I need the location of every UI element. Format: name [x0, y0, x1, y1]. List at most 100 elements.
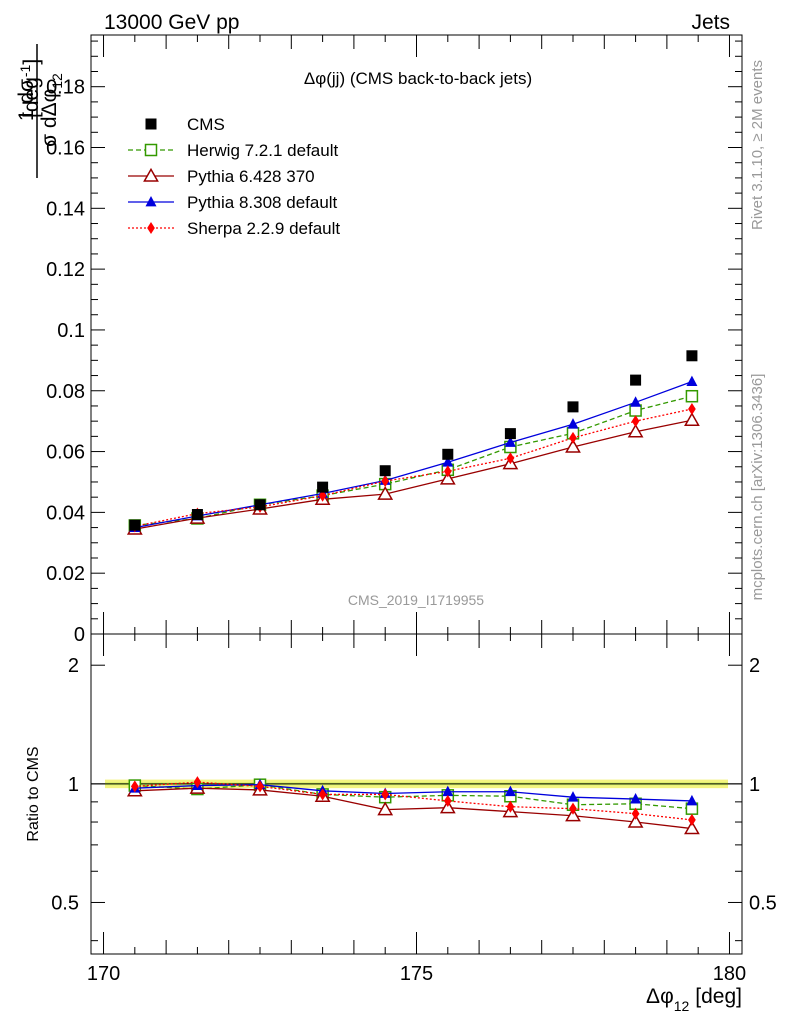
- main-series-pythia-6-428-370: [126, 412, 700, 535]
- main-line: [134, 395, 693, 527]
- ratio-point: [688, 813, 696, 826]
- svg-text:[deg-1]: [deg-1]: [17, 59, 43, 118]
- x-axis-label: Δφ12 [deg]: [646, 985, 742, 1014]
- ratio-point: [318, 788, 327, 801]
- legend-label: Pythia 8.308 default: [187, 193, 338, 212]
- main-point: [627, 423, 644, 438]
- main-line: [134, 408, 693, 527]
- main-point: [569, 431, 577, 444]
- y-tick-label-main: 0.06: [46, 442, 85, 464]
- y-tick-label-main: 0.08: [46, 381, 85, 403]
- ratio-series-sherpa-2-2-9-default: [130, 776, 696, 826]
- svg-text:1 dσ: 1 dσ: [15, 79, 38, 121]
- legend-marker: [145, 118, 157, 130]
- y-axis-label-main: 1 dσ σ dΔφ12 [deg-1]: [15, 44, 65, 178]
- main-point: [506, 452, 515, 465]
- y-label-sub: 12: [49, 73, 65, 89]
- ratio-point: [377, 801, 394, 816]
- ratio-point: [193, 776, 202, 789]
- y-tick-label-main: 0: [74, 624, 85, 646]
- legend-marker: [145, 195, 157, 207]
- ratio-point: [565, 807, 581, 822]
- legend-label: Herwig 7.2.1 default: [187, 141, 338, 160]
- y-label-fraction-num: 1 dσ: [15, 79, 38, 121]
- ratio-point: [684, 820, 700, 835]
- ratio-line: [134, 784, 692, 802]
- ratio-point: [504, 785, 516, 797]
- x-tick-label: 180: [713, 963, 746, 985]
- legend-label: CMS: [187, 115, 225, 134]
- legend-marker: [147, 221, 155, 235]
- legend-entry: Pythia 6.428 370: [128, 167, 315, 186]
- ratio-point: [627, 813, 644, 828]
- legend-entry: Sherpa 2.2.9 default: [128, 219, 340, 238]
- rivet-label: Rivet 3.1.10, ≥ 2M events: [749, 60, 766, 230]
- y-axis-label-ratio: Ratio to CMS: [25, 746, 42, 841]
- site-label: mcplots.cern.ch [arXiv:1306.3436]: [749, 374, 766, 601]
- main-point: [686, 350, 698, 362]
- plot-title: Δφ(jj) (CMS back-to-back jets): [304, 69, 532, 88]
- ratio-series-pythia-6-428-370: [126, 780, 700, 835]
- ratio-point: [686, 794, 698, 806]
- main-point: [317, 481, 329, 493]
- legend-entry: Pythia 8.308 default: [128, 193, 338, 212]
- y-tick-label-main: 0.18: [46, 77, 85, 99]
- main-point: [129, 519, 141, 531]
- ratio-point: [442, 785, 454, 797]
- legend: CMS Herwig 7.2.1 default Pythia 6.428 370 P…: [128, 115, 340, 238]
- x-tick-label: 170: [87, 963, 120, 985]
- main-point: [688, 402, 696, 416]
- y-label-unit-close: ]: [20, 59, 43, 65]
- main-series-herwig-7-2-1-default: [128, 389, 699, 532]
- legend-marker: [144, 143, 158, 157]
- main-point: [685, 389, 699, 403]
- ratio-series-layer: [126, 776, 700, 835]
- main-point: [504, 436, 516, 447]
- legend-entry: Herwig 7.2.1 default: [128, 141, 338, 160]
- main-point: [631, 415, 640, 428]
- y-tick-label-main: 0.12: [46, 259, 85, 281]
- y-label-fraction-den: σ dΔφ: [38, 89, 61, 147]
- ratio-point: [569, 802, 577, 815]
- y-tick-label-ratio: 2: [68, 655, 79, 677]
- ratio-point: [443, 794, 452, 807]
- x-tick-label: 175: [400, 963, 433, 985]
- ratio-point: [630, 792, 642, 804]
- ratio-point: [506, 800, 515, 813]
- axis-ticks: 0 0.02 0.04 0.06 0.08 0.1 0.12 0.14 0.16 0.18 170 1…: [46, 35, 777, 985]
- main-point: [443, 465, 452, 478]
- category-label: Jets: [691, 11, 730, 34]
- main-line: [134, 381, 693, 529]
- main-point: [377, 486, 394, 500]
- main-point: [442, 448, 454, 460]
- main-series-cms: [129, 350, 698, 531]
- legend-marker: [143, 167, 159, 182]
- main-point: [686, 375, 698, 387]
- main-point: [565, 438, 581, 453]
- y-tick-label-ratio-right: 1: [749, 774, 760, 796]
- main-point: [439, 470, 456, 485]
- main-point: [567, 418, 579, 429]
- y-tick-label-main: 0.04: [46, 502, 85, 524]
- ratio-plot-frame: [90, 633, 743, 955]
- series-layer: [126, 350, 700, 535]
- main-point: [684, 412, 700, 426]
- main-point: [191, 509, 203, 521]
- main-point: [379, 465, 391, 477]
- main-point: [567, 401, 579, 413]
- ratio-point: [130, 780, 139, 793]
- ratio-line: [134, 784, 692, 810]
- y-tick-label-main: 0.14: [46, 198, 85, 220]
- svg-text:σ dΔφ12: σ dΔφ12: [38, 73, 65, 147]
- main-point: [504, 428, 516, 440]
- main-point: [381, 475, 390, 488]
- main-point: [630, 374, 642, 386]
- main-line: [134, 419, 693, 530]
- energy-label: 13000 GeV pp: [104, 11, 239, 34]
- legend-label: Sherpa 2.2.9 default: [187, 219, 340, 238]
- y-tick-label-ratio: 0.5: [51, 892, 79, 914]
- ratio-point: [567, 791, 579, 802]
- main-point: [630, 396, 642, 407]
- main-series-pythia-8-308-default: [129, 375, 698, 532]
